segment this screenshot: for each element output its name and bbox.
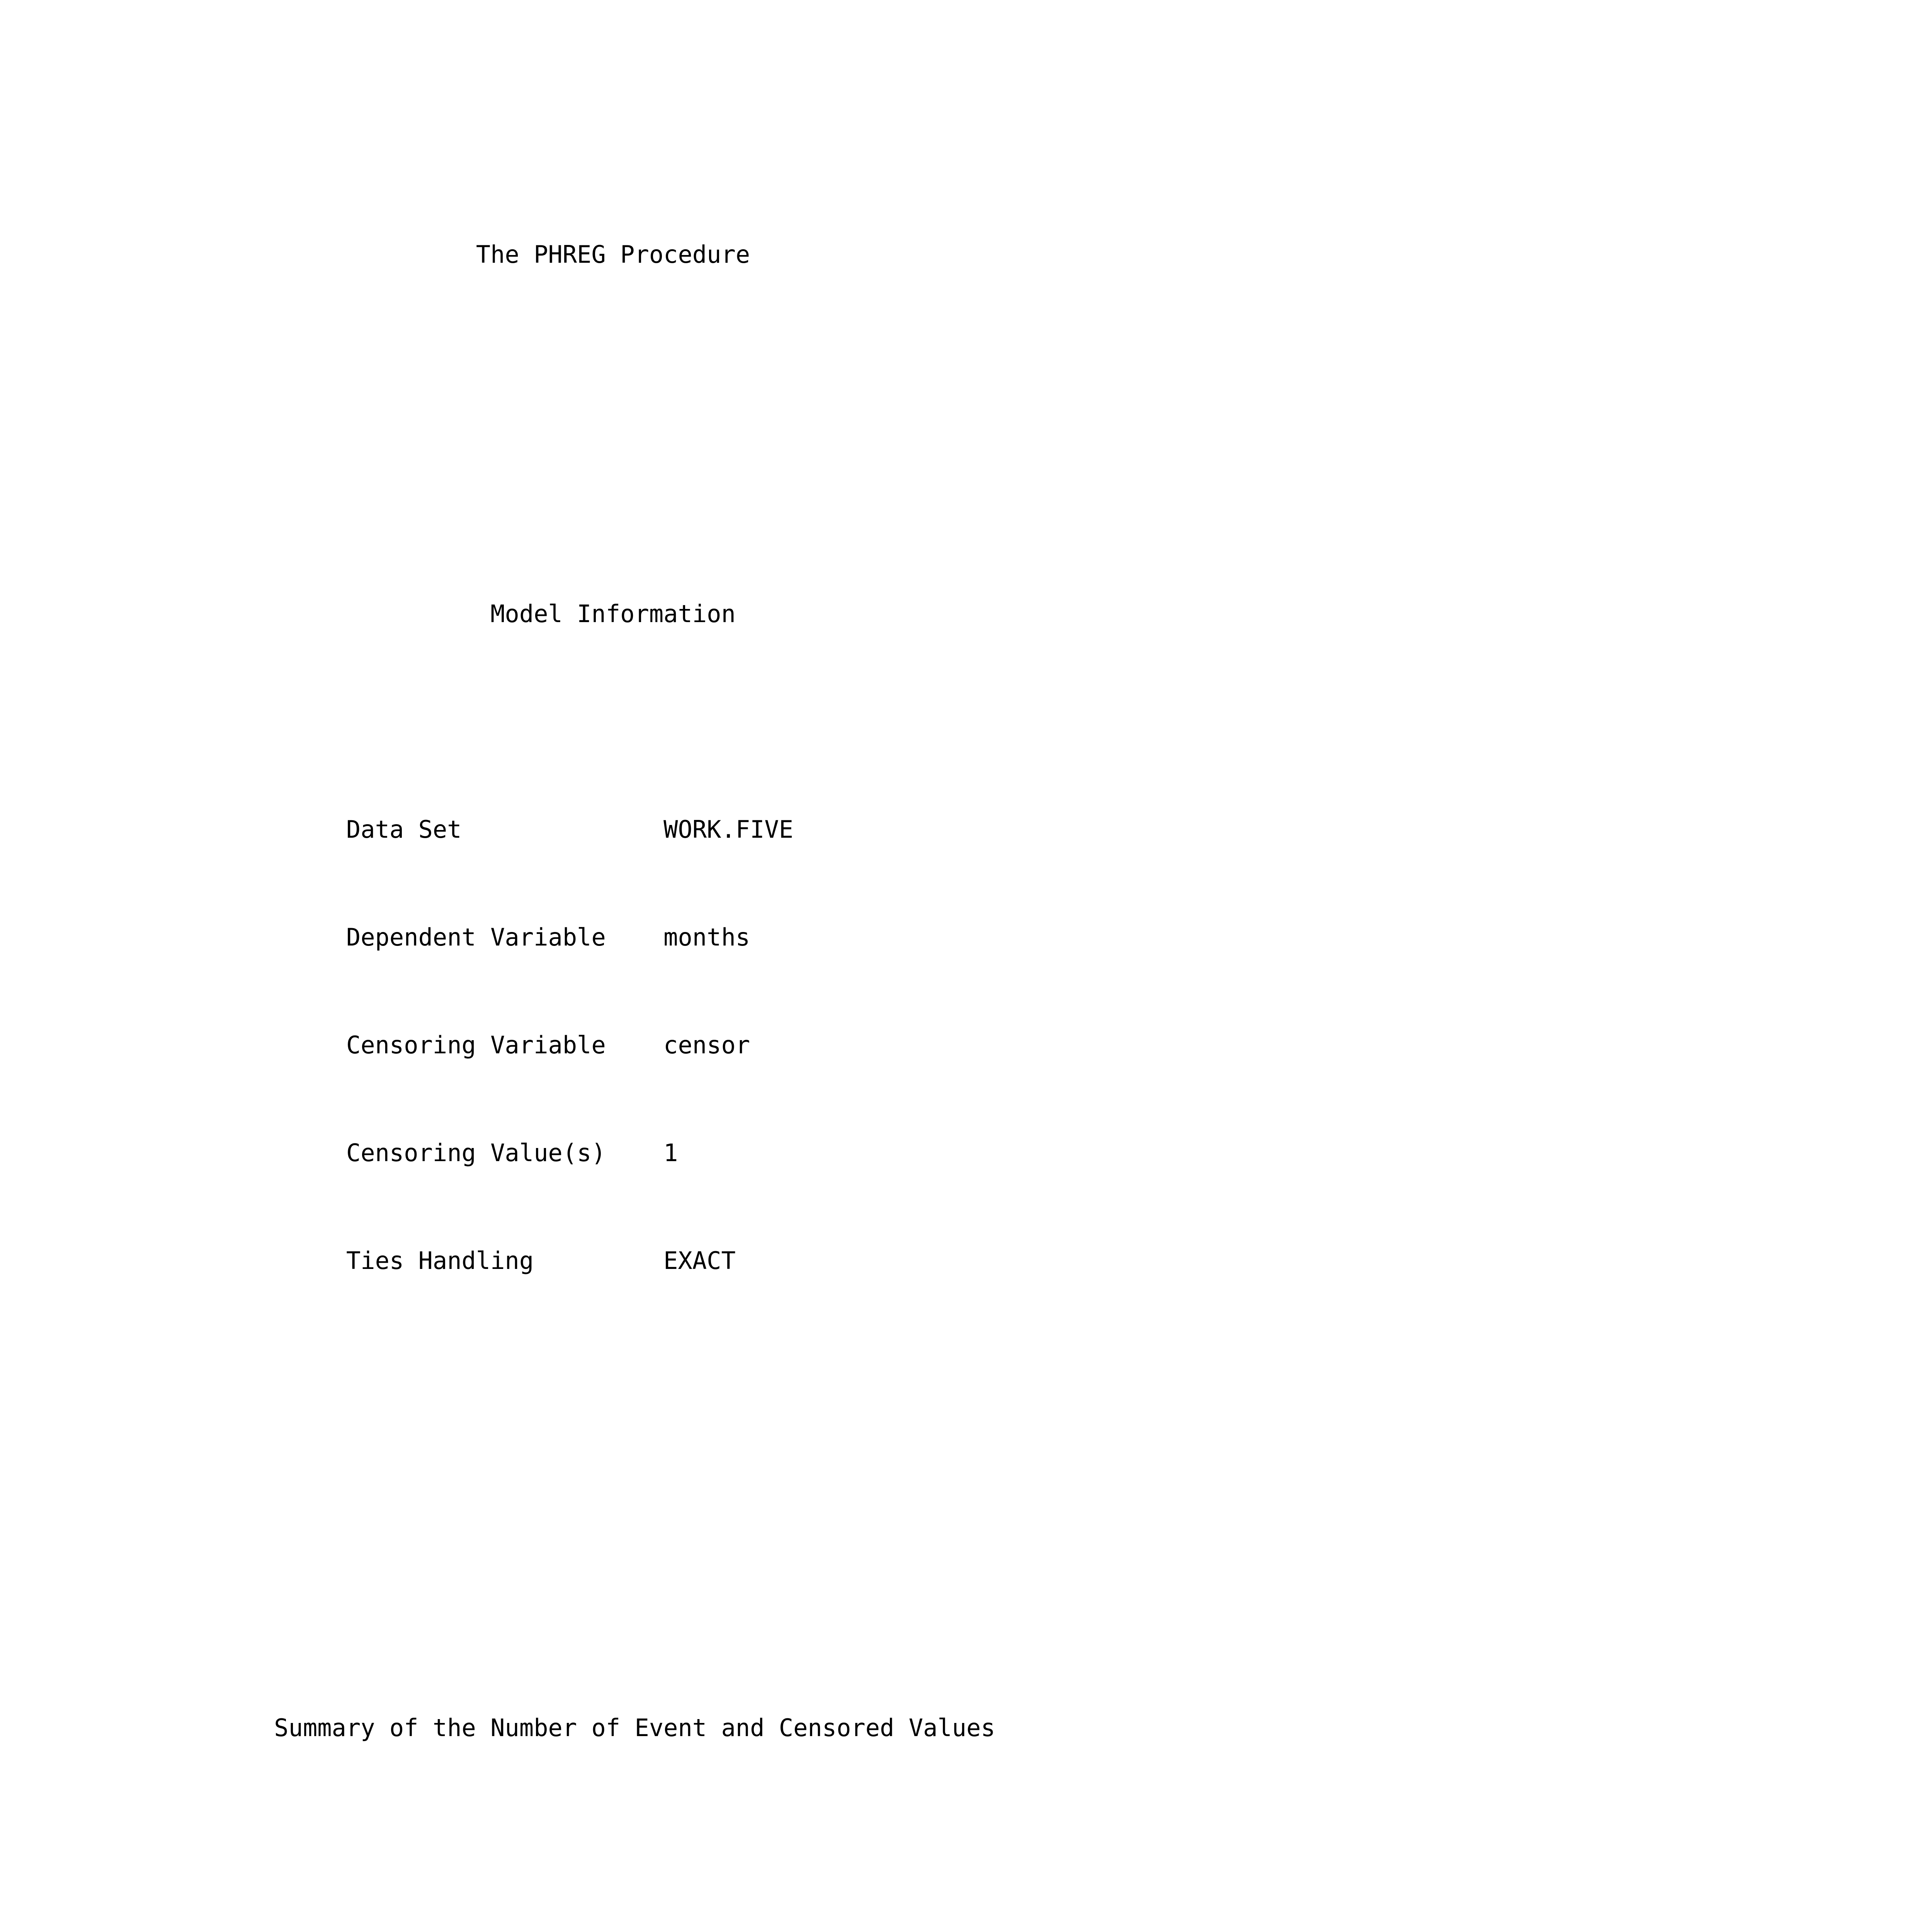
model-information-row-censoring-variable: Censoring Variable censor	[216, 1031, 750, 1059]
sas-listing-output: The PHREG Procedure Model Information Da…	[216, 93, 1543, 1932]
spacer	[216, 704, 1543, 740]
spacer	[216, 1530, 1543, 1566]
spacer	[216, 344, 1543, 452]
spacer	[216, 1350, 1543, 1458]
procedure-title: The PHREG Procedure	[216, 240, 750, 269]
censoring-summary-title: Summary of the Number of Event and Censo…	[216, 1714, 995, 1742]
model-information-row-censoring-values: Censoring Value(s) 1	[216, 1139, 678, 1167]
model-information-title: Model Information	[216, 600, 736, 628]
model-information-row-dependent-variable: Dependent Variable months	[216, 923, 750, 951]
spacer	[216, 1818, 1543, 1889]
model-information-row-ties-handling: Ties Handling EXACT	[216, 1247, 736, 1275]
model-information-row-data-set: Data Set WORK.FIVE	[216, 815, 794, 844]
